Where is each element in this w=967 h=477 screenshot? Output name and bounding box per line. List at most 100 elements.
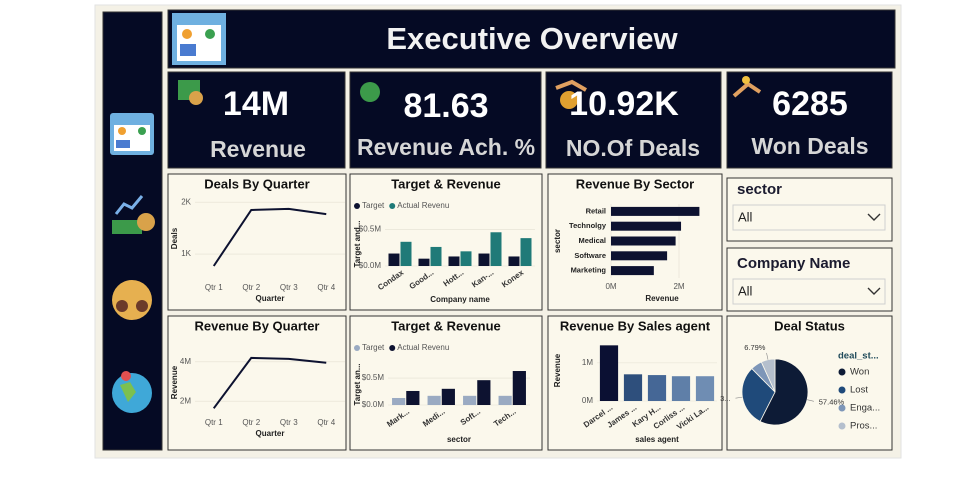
chart-title: Deals By Quarter (204, 176, 310, 191)
bar (611, 236, 676, 246)
leader-line (766, 352, 769, 360)
kpi-label: Revenue Ach. % (357, 134, 535, 160)
nav-icon-team[interactable] (112, 280, 152, 320)
y-tick-label: Medical (578, 236, 606, 245)
kpi-icon (360, 82, 380, 102)
nav-icon-part (118, 127, 126, 135)
chevron (867, 213, 881, 221)
slicer-value: All (738, 209, 753, 224)
bar (478, 253, 490, 266)
y-tick-label: 4M (180, 357, 191, 366)
legend-title: deal_st... (838, 351, 879, 362)
pie-slice (759, 358, 809, 426)
x-axis-title: sales agent (635, 435, 679, 444)
bar (512, 371, 526, 405)
slicer-dropdown[interactable] (732, 204, 886, 231)
y-axis-title: Deals (170, 227, 179, 249)
data-label: 6.79% (744, 343, 766, 352)
y-axis-title: Revenue (170, 365, 179, 399)
bar (400, 241, 412, 266)
bar (611, 206, 700, 216)
bar (520, 238, 532, 266)
kpi-value: 6285 (772, 85, 848, 123)
legend-marker (354, 345, 360, 351)
y-tick-label: 2M (180, 396, 191, 405)
nav-icon-part (120, 382, 136, 402)
chevron (867, 287, 881, 295)
legend-label: Lost (850, 385, 868, 396)
legend-marker (838, 422, 846, 430)
y-tick-label: $0.0M (359, 261, 382, 270)
kpi-card (349, 71, 542, 169)
x-tick-label: Qtr 4 (317, 418, 335, 427)
slicer-title: sector (737, 181, 782, 198)
line (212, 207, 327, 267)
bar (406, 390, 420, 405)
kpi-card (545, 71, 722, 169)
kpi-label: Revenue (210, 136, 306, 162)
chart-title: Revenue By Sector (576, 176, 695, 191)
x-tick-label: Qtr 1 (205, 418, 223, 427)
chart-panel (167, 315, 347, 451)
y-axis-title: Revenue (553, 353, 562, 387)
legend-marker (838, 386, 846, 394)
legend-label: Target (362, 343, 385, 352)
kpi-icon (555, 79, 587, 92)
nav-icon-part (138, 127, 146, 135)
header-bar (167, 9, 896, 69)
bar (647, 375, 667, 401)
chart-title: Target & Revenue (391, 318, 501, 333)
bar (427, 395, 441, 405)
slicer-dropdown[interactable] (732, 278, 886, 305)
x-axis-title: Quarter (256, 294, 285, 303)
bar (508, 256, 520, 266)
bar (392, 397, 406, 405)
data-label: 3... (720, 394, 730, 403)
bar (418, 258, 430, 266)
chart-panel (167, 173, 347, 311)
nav-icon-part (116, 300, 128, 312)
chart-panel (349, 315, 543, 451)
bar (611, 221, 682, 231)
chart-title: Target & Revenue (391, 176, 501, 191)
chart-title: Deal Status (774, 318, 845, 333)
bar (498, 395, 512, 405)
nav-icon-part (121, 371, 131, 381)
nav-icon-part (114, 195, 144, 215)
slicer-title: Company Name (737, 255, 850, 272)
slicer-value: All (738, 283, 753, 298)
y-tick-label: 2K (181, 197, 191, 206)
x-tick-label: Qtr 3 (280, 283, 298, 292)
kpi-value: 14M (223, 85, 289, 123)
nav-icon-part (136, 300, 148, 312)
x-tick-label: Qtr 2 (242, 283, 260, 292)
bar (611, 251, 668, 261)
legend-marker (838, 368, 846, 376)
bar (430, 246, 442, 266)
nav-icon-part (137, 213, 155, 231)
bar (388, 253, 400, 266)
bar (599, 345, 619, 401)
chart-panel (349, 173, 543, 311)
legend-marker (354, 203, 360, 209)
x-tick-label: Qtr 2 (242, 418, 260, 427)
x-tick-label: 0M (605, 282, 616, 291)
y-tick-label: Software (574, 251, 606, 260)
bar (460, 251, 472, 266)
kpi-icon (742, 76, 750, 84)
legend-label: Actual Revenu (397, 343, 449, 352)
header-icon-part (182, 29, 192, 39)
chart-title: Revenue By Quarter (195, 318, 320, 333)
legend-label: Target (362, 201, 385, 210)
y-axis-title: Target an... (353, 363, 362, 405)
x-axis-title: Company name (430, 295, 490, 304)
bar (490, 232, 502, 266)
chart-title: Revenue By Sales agent (560, 318, 711, 333)
y-tick-label: 1K (181, 249, 191, 258)
y-axis-title: sector (553, 229, 562, 253)
leader-line (807, 399, 814, 402)
kpi-icon (560, 91, 578, 109)
line (212, 356, 327, 409)
bar (448, 256, 460, 266)
